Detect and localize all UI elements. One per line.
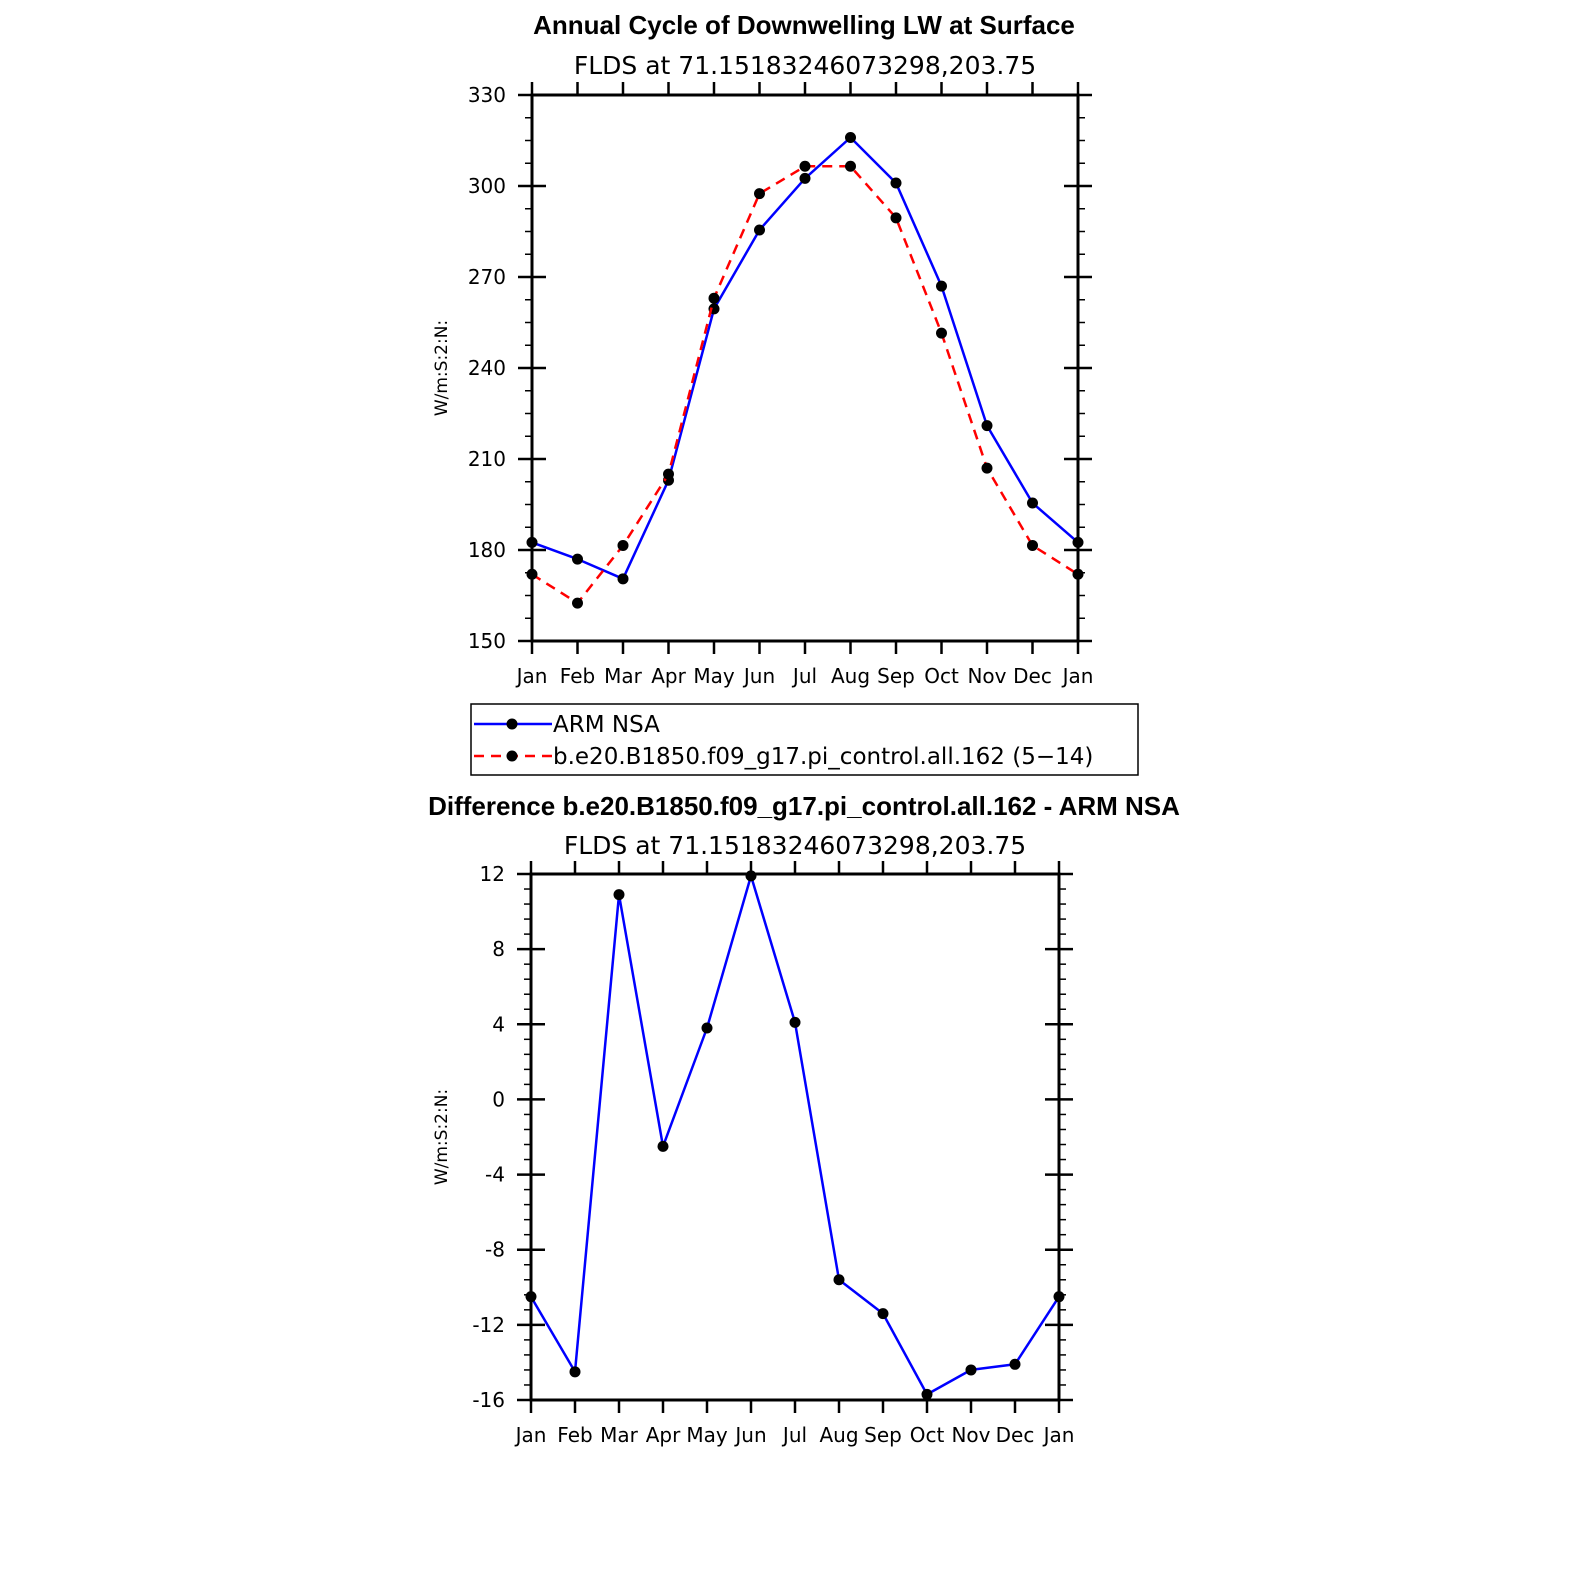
y-tick-label: 240 <box>468 356 506 380</box>
chart-title: Annual Cycle of Downwelling LW at Surfac… <box>533 10 1075 40</box>
legend-swatch-marker <box>506 718 518 730</box>
data-point <box>526 536 538 548</box>
y-tick-label: 180 <box>468 538 506 562</box>
data-point <box>1027 497 1038 509</box>
data-point <box>526 568 538 580</box>
x-tick-label: Sep <box>864 1423 902 1447</box>
x-tick-label: Jul <box>781 1423 807 1447</box>
plot-frame <box>529 872 1061 1402</box>
y-tick-label: 300 <box>468 174 506 198</box>
data-point <box>877 1308 889 1320</box>
data-point <box>845 160 856 172</box>
x-tick-label: Jul <box>791 664 817 688</box>
x-tick-label: Apr <box>651 664 686 688</box>
y-tick-label: 150 <box>468 629 506 653</box>
x-tick-label: Aug <box>831 664 870 688</box>
data-point <box>663 468 674 480</box>
x-tick-label: Mar <box>604 664 643 688</box>
data-point <box>525 1291 537 1303</box>
x-tick-label: May <box>686 1423 728 1447</box>
data-point <box>754 188 765 200</box>
legend-entry: ARM NSA <box>553 712 660 738</box>
data-point <box>569 1366 581 1378</box>
x-tick-label: Jun <box>742 664 775 688</box>
data-point <box>1027 539 1038 551</box>
data-point <box>572 597 583 609</box>
x-tick-label: Feb <box>557 1423 592 1447</box>
x-tick-label: Nov <box>967 664 1006 688</box>
chart-subtitle: FLDS at 71.15183246073298,203.75 <box>574 51 1036 80</box>
y-tick-label: -4 <box>485 1163 505 1187</box>
y-tick-label: 12 <box>480 862 505 886</box>
x-tick-label: Mar <box>600 1423 639 1447</box>
x-tick-label: Dec <box>1013 664 1052 688</box>
data-point <box>981 462 993 474</box>
data-point <box>936 327 947 339</box>
y-tick-label: -12 <box>472 1313 505 1337</box>
data-point <box>921 1388 933 1400</box>
x-tick-label: Oct <box>924 664 959 688</box>
chart-subtitle: FLDS at 71.15183246073298,203.75 <box>564 831 1026 860</box>
data-point <box>701 1022 713 1034</box>
x-tick-label: Sep <box>877 664 915 688</box>
y-tick-label: 270 <box>468 265 506 289</box>
x-tick-label: Jan <box>515 664 548 688</box>
data-point <box>965 1364 977 1376</box>
data-point <box>890 177 902 189</box>
data-point <box>572 553 583 565</box>
annual-cycle-chart: Annual Cycle of Downwelling LW at Surfac… <box>432 10 1093 688</box>
data-point <box>789 1016 801 1028</box>
data-point <box>613 889 625 901</box>
y-tick-label: -8 <box>485 1238 505 1262</box>
data-point <box>1072 536 1084 548</box>
data-point <box>1053 1291 1065 1303</box>
x-tick-label: Apr <box>646 1423 681 1447</box>
legend-box <box>470 703 1139 776</box>
y-tick-label: 4 <box>492 1012 505 1036</box>
legend-entry: b.e20.B1850.f09_g17.pi_control.all.162 (… <box>553 744 1093 770</box>
x-tick-label: Oct <box>910 1423 945 1447</box>
data-point <box>1072 568 1084 580</box>
data-point <box>890 212 902 224</box>
data-point <box>657 1140 669 1152</box>
data-point <box>981 420 993 432</box>
legend-swatch-marker <box>506 750 518 762</box>
x-tick-label: Jan <box>1042 1423 1075 1447</box>
x-tick-label: Jan <box>514 1423 547 1447</box>
data-point <box>799 172 811 184</box>
x-tick-label: Dec <box>996 1423 1035 1447</box>
chart-title: Difference b.e20.B1850.f09_g17.pi_contro… <box>428 791 1180 821</box>
data-point <box>754 224 765 236</box>
data-point <box>617 539 629 551</box>
chart-legend: ARM NSA b.e20.B1850.f09_g17.pi_control.al… <box>470 703 1139 776</box>
series-line-0 <box>529 874 1061 1396</box>
data-point <box>845 131 856 143</box>
data-point <box>708 292 720 304</box>
data-point <box>745 870 757 882</box>
series-line-0 <box>531 136 1079 581</box>
x-tick-label: Nov <box>951 1423 990 1447</box>
data-point <box>617 573 629 585</box>
y-tick-label: 0 <box>492 1087 505 1111</box>
y-tick-label: 330 <box>468 83 506 107</box>
y-tick-label: 8 <box>492 937 505 961</box>
y-tick-label: 210 <box>468 447 506 471</box>
data-point <box>833 1274 845 1286</box>
data-point <box>1009 1358 1021 1370</box>
y-axis-label: W/m:S:2:N: <box>432 320 452 416</box>
data-point <box>799 160 811 172</box>
data-point <box>936 280 947 292</box>
x-tick-label: Feb <box>560 664 595 688</box>
y-tick-label: -16 <box>472 1388 505 1412</box>
x-tick-label: Jun <box>733 1423 766 1447</box>
series-line-1 <box>531 165 1079 605</box>
difference-chart: Difference b.e20.B1850.f09_g17.pi_contro… <box>428 791 1180 1447</box>
x-tick-label: Jan <box>1061 664 1094 688</box>
x-tick-label: May <box>693 664 735 688</box>
x-tick-label: Aug <box>819 1423 858 1447</box>
y-axis-label: W/m:S:2:N: <box>432 1089 452 1185</box>
